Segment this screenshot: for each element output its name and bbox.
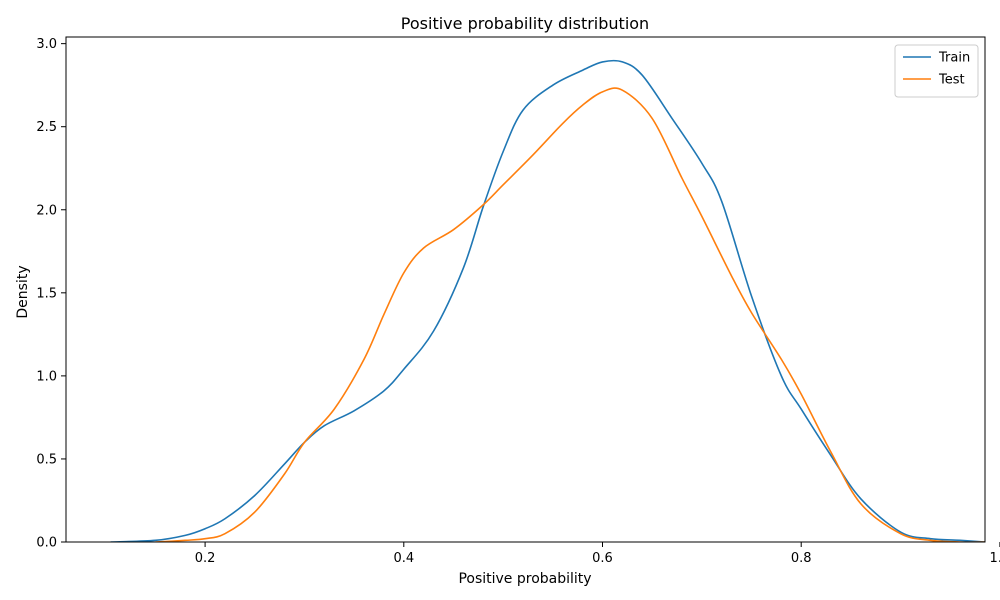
legend-box [894, 44, 979, 98]
y-tick-label: 1.5 [36, 286, 57, 301]
x-tick-label: 0.2 [195, 551, 216, 566]
legend: Train Test [894, 44, 979, 98]
x-tick-label: 1.0 [990, 551, 1000, 566]
legend-label-train: Train [938, 51, 970, 66]
series-line-test [155, 87, 985, 542]
legend-label-test: Test [938, 73, 965, 88]
plot-area: 0.2 0.4 0.6 0.8 1.0 0.0 0.5 1.0 1.5 2.0 2.5 3.0 [36, 36, 1000, 566]
y-tick-label: 2.0 [36, 203, 57, 218]
x-tick-label: 0.8 [791, 551, 812, 566]
y-tick-label: 0.0 [36, 536, 57, 551]
y-axis-label: Density [15, 265, 31, 318]
y-tick-label: 2.5 [36, 120, 57, 135]
x-tick-label: 0.4 [393, 551, 414, 566]
y-tick-label: 1.0 [36, 369, 57, 384]
y-tick-label: 0.5 [36, 452, 57, 467]
chart-title: Positive probability distribution [401, 14, 649, 33]
x-axis-label: Positive probability [458, 571, 591, 587]
series-line-train [110, 59, 985, 542]
x-tick-label: 0.6 [592, 551, 613, 566]
y-tick-label: 3.0 [36, 37, 57, 52]
axes-frame [65, 36, 986, 543]
